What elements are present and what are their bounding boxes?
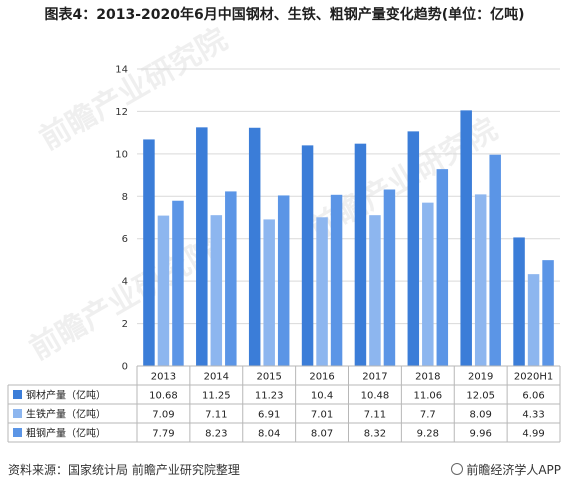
- legend-swatch: [13, 390, 22, 399]
- legend-swatch: [13, 428, 22, 437]
- bar: [263, 219, 275, 366]
- legend-swatch: [13, 409, 22, 418]
- bar-chart: 0 2 4 6 8 10 12 14 2013 2014 2015 2016 2017 2018 2019…: [7, 65, 561, 443]
- bar: [157, 215, 170, 366]
- source-note: 资料来源：国家统计局 前瞻产业研究院整理: [8, 463, 240, 477]
- data-label: 7.11: [364, 410, 386, 421]
- data-label: 8.09: [470, 410, 492, 421]
- data-label: 4.33: [522, 410, 544, 421]
- bar: [301, 145, 314, 366]
- brand-text: 前瞻经济学人APP: [466, 463, 561, 477]
- bars: [143, 110, 554, 366]
- data-label: 10.48: [361, 391, 390, 402]
- data-label: 6.91: [258, 410, 280, 421]
- bar: [196, 127, 208, 366]
- bar: [474, 194, 487, 366]
- bar: [527, 274, 540, 366]
- data-label: 8.23: [205, 429, 227, 440]
- brand-label: 前瞻经济学人APP: [451, 461, 561, 478]
- bar: [277, 195, 290, 366]
- bar: [489, 154, 501, 366]
- bar: [369, 215, 381, 366]
- data-label: 7.79: [152, 429, 174, 440]
- data-label: 11.23: [255, 391, 284, 402]
- y-tick-label: 4: [122, 277, 128, 288]
- y-tick-label: 8: [122, 192, 128, 203]
- bar: [407, 131, 420, 366]
- legend-label: 粗钢产量（亿吨）: [26, 427, 106, 440]
- bar: [143, 139, 155, 366]
- bar: [210, 215, 223, 366]
- y-tick-label: 2: [122, 319, 128, 330]
- data-label: 10.68: [149, 391, 178, 402]
- data-label: 7.01: [311, 410, 333, 421]
- bar: [330, 194, 343, 366]
- legend-label: 生铁产量（亿吨）: [26, 408, 106, 421]
- bar: [225, 191, 237, 366]
- data-label: 11.06: [413, 391, 442, 402]
- bar: [248, 127, 261, 366]
- data-label: 10.4: [311, 391, 333, 402]
- bar: [460, 110, 472, 366]
- bar: [316, 217, 328, 366]
- y-tick-label: 14: [115, 65, 128, 76]
- y-tick-label: 0: [122, 362, 128, 373]
- y-tick-label: 12: [115, 107, 128, 118]
- chart-title: 图表4：2013-2020年6月中国钢材、生铁、粗钢产量变化趋势(单位：亿吨): [44, 7, 525, 23]
- x-tick-label: 2015: [256, 372, 281, 383]
- bar: [513, 237, 525, 366]
- data-label: 8.04: [258, 429, 280, 440]
- bar: [542, 260, 554, 366]
- x-tick-label: 2018: [415, 372, 440, 383]
- x-tick-label: 2017: [362, 372, 387, 383]
- x-tick-label: 2014: [204, 372, 229, 383]
- data-label: 12.05: [466, 391, 495, 402]
- brand-logo-icon: [451, 463, 464, 475]
- x-tick-label: 2020H1: [514, 372, 553, 383]
- data-label: 7.09: [152, 410, 174, 421]
- y-tick-label: 6: [122, 234, 128, 245]
- data-label: 9.96: [470, 429, 492, 440]
- data-label: 8.32: [364, 429, 386, 440]
- data-label: 4.99: [522, 429, 544, 440]
- bar: [383, 189, 396, 366]
- data-table: 2013 2014 2015 2016 2017 2018 2019 2020H1 钢材产量（亿…: [7, 365, 561, 443]
- x-tick-label: 2016: [309, 372, 334, 383]
- x-tick-label: 2019: [468, 372, 493, 383]
- x-tick-label: 2013: [151, 372, 176, 383]
- data-label: 6.06: [522, 391, 544, 402]
- bar: [422, 202, 434, 366]
- legend-label: 钢材产量（亿吨）: [26, 389, 106, 402]
- bar: [436, 169, 449, 366]
- y-axis-ticks: 0 2 4 6 8 10 12 14: [115, 65, 128, 373]
- bar: [354, 143, 367, 366]
- data-label: 7.7: [420, 410, 436, 421]
- data-label: 9.28: [417, 429, 439, 440]
- data-label: 11.25: [202, 391, 231, 402]
- bar: [172, 200, 184, 366]
- y-tick-label: 10: [115, 149, 128, 160]
- data-label: 8.07: [311, 429, 333, 440]
- data-label: 7.11: [205, 410, 227, 421]
